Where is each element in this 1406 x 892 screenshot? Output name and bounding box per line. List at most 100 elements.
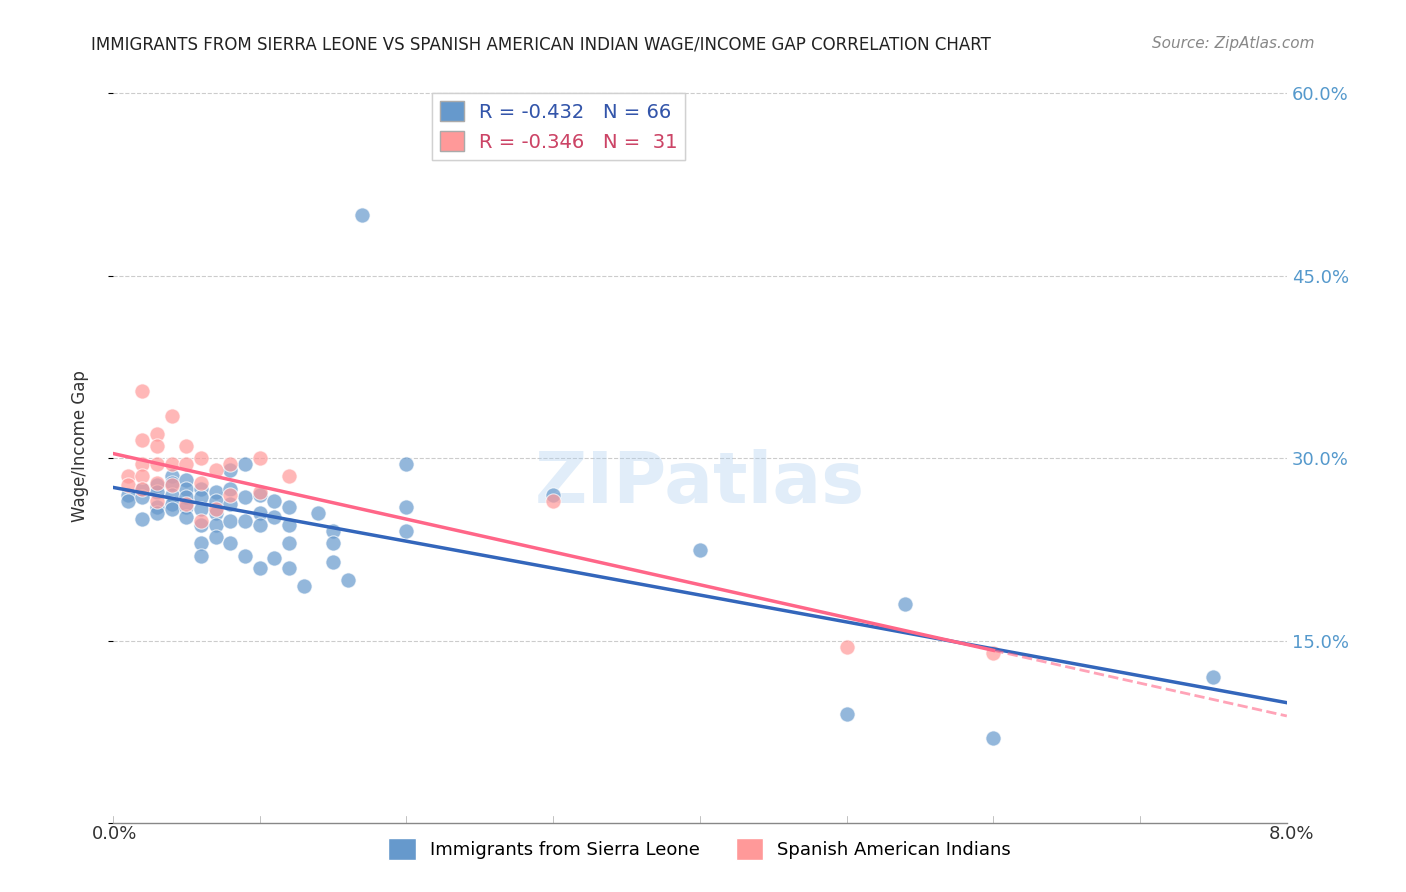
Point — [190, 482, 212, 496]
Point — [263, 493, 285, 508]
Point — [117, 488, 139, 502]
Point — [981, 731, 1004, 746]
Point — [233, 457, 256, 471]
Point — [352, 208, 374, 222]
Point — [131, 457, 153, 471]
Point — [249, 518, 271, 533]
Point — [131, 482, 153, 496]
Point — [160, 478, 183, 492]
Point — [307, 506, 329, 520]
Point — [336, 573, 359, 587]
Point — [146, 475, 169, 490]
Text: ZIPatlas: ZIPatlas — [534, 450, 865, 518]
Point — [190, 475, 212, 490]
Point — [204, 530, 226, 544]
Point — [204, 506, 226, 520]
Y-axis label: Wage/Income Gap: Wage/Income Gap — [72, 370, 89, 522]
Point — [278, 469, 301, 483]
Point — [160, 409, 183, 423]
Point — [131, 490, 153, 504]
Point — [190, 518, 212, 533]
Point — [689, 542, 711, 557]
Point — [395, 524, 418, 539]
Point — [249, 485, 271, 500]
Text: 8.0%: 8.0% — [1270, 825, 1315, 843]
Point — [981, 646, 1004, 660]
Point — [835, 706, 858, 721]
Text: IMMIGRANTS FROM SIERRA LEONE VS SPANISH AMERICAN INDIAN WAGE/INCOME GAP CORRELAT: IMMIGRANTS FROM SIERRA LEONE VS SPANISH … — [91, 36, 991, 54]
Point — [204, 518, 226, 533]
Legend: R = -0.432   N = 66, R = -0.346   N =  31: R = -0.432 N = 66, R = -0.346 N = 31 — [433, 94, 686, 160]
Point — [131, 482, 153, 496]
Point — [117, 469, 139, 483]
Point — [894, 597, 917, 611]
Point — [174, 500, 197, 514]
Point — [219, 463, 242, 477]
Point — [160, 475, 183, 490]
Point — [233, 515, 256, 529]
Point — [174, 490, 197, 504]
Point — [219, 488, 242, 502]
Point — [395, 500, 418, 514]
Point — [278, 518, 301, 533]
Point — [174, 509, 197, 524]
Point — [233, 549, 256, 563]
Point — [190, 536, 212, 550]
Point — [249, 506, 271, 520]
Point — [219, 536, 242, 550]
Point — [322, 536, 344, 550]
Point — [190, 490, 212, 504]
Point — [219, 515, 242, 529]
Point — [233, 490, 256, 504]
Point — [835, 640, 858, 654]
Point — [190, 515, 212, 529]
Point — [131, 469, 153, 483]
Point — [174, 457, 197, 471]
Point — [160, 457, 183, 471]
Point — [190, 549, 212, 563]
Point — [146, 506, 169, 520]
Point — [174, 482, 197, 496]
Point — [146, 478, 169, 492]
Point — [322, 524, 344, 539]
Point — [219, 482, 242, 496]
Point — [219, 457, 242, 471]
Point — [204, 493, 226, 508]
Point — [174, 498, 197, 512]
Point — [219, 498, 242, 512]
Point — [292, 579, 315, 593]
Point — [174, 439, 197, 453]
Point — [204, 485, 226, 500]
Point — [204, 463, 226, 477]
Point — [146, 500, 169, 514]
Point — [146, 439, 169, 453]
Point — [190, 502, 212, 516]
Point — [190, 451, 212, 466]
Point — [322, 555, 344, 569]
Point — [131, 512, 153, 526]
Point — [160, 502, 183, 516]
Point — [1202, 670, 1225, 684]
Point — [160, 469, 183, 483]
Point — [117, 478, 139, 492]
Point — [146, 457, 169, 471]
Point — [131, 433, 153, 447]
Point — [131, 384, 153, 399]
Text: 0.0%: 0.0% — [91, 825, 136, 843]
Text: Source: ZipAtlas.com: Source: ZipAtlas.com — [1152, 36, 1315, 51]
Point — [278, 500, 301, 514]
Point — [249, 488, 271, 502]
Point — [249, 451, 271, 466]
Point — [278, 536, 301, 550]
Point — [395, 457, 418, 471]
Point — [263, 551, 285, 566]
Point — [278, 561, 301, 575]
Point — [204, 502, 226, 516]
Point — [146, 426, 169, 441]
Point — [146, 493, 169, 508]
Point — [160, 488, 183, 502]
Point — [249, 561, 271, 575]
Point — [541, 493, 564, 508]
Point — [146, 485, 169, 500]
Point — [117, 493, 139, 508]
